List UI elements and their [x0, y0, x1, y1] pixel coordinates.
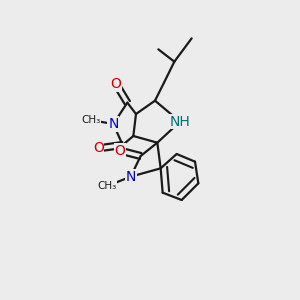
- Text: N: N: [125, 170, 136, 184]
- Text: CH₃: CH₃: [81, 115, 100, 125]
- Text: O: O: [111, 77, 122, 91]
- Text: N: N: [108, 117, 119, 131]
- Text: O: O: [115, 144, 125, 158]
- Text: NH: NH: [169, 115, 190, 129]
- Text: CH₃: CH₃: [98, 181, 117, 191]
- Text: O: O: [93, 141, 104, 155]
